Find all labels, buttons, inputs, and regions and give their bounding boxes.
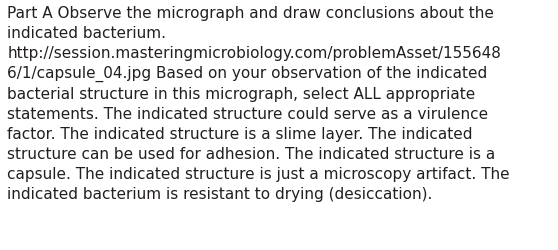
- Text: Part A Observe the micrograph and draw conclusions about the
indicated bacterium: Part A Observe the micrograph and draw c…: [7, 6, 510, 201]
